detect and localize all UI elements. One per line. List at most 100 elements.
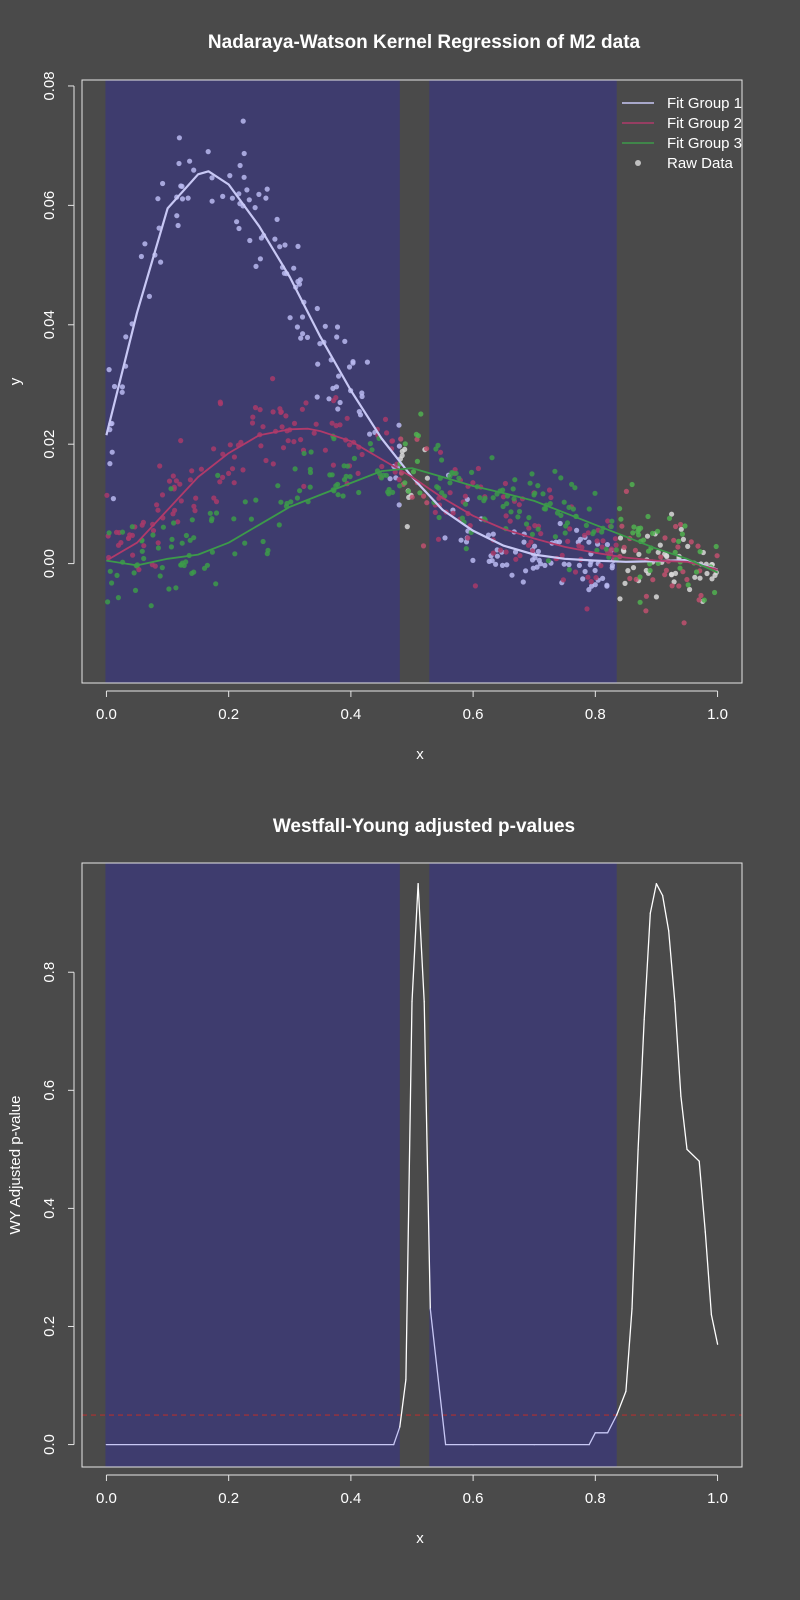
raw-data-point	[558, 475, 564, 481]
raw-data-point	[643, 593, 650, 599]
raw-data-point	[538, 531, 544, 537]
raw-data-point	[173, 585, 179, 591]
raw-data-point	[600, 575, 606, 582]
raw-data-point	[291, 265, 297, 271]
raw-data-point	[453, 470, 459, 476]
raw-data-point	[205, 149, 211, 155]
y-axis: 0.0 0.2 0.4 0.6 0.8	[41, 962, 75, 1455]
raw-data-point	[336, 373, 342, 379]
raw-data-point	[227, 442, 233, 448]
raw-data-point	[462, 493, 468, 499]
raw-data-point	[209, 175, 215, 181]
raw-data-point	[421, 493, 427, 499]
y-tick-label: 0.04	[41, 310, 58, 339]
raw-data-point	[507, 518, 513, 524]
raw-data-point	[697, 575, 703, 581]
raw-data-point	[300, 331, 306, 337]
raw-data-point	[622, 580, 628, 587]
pvalue-segment	[588, 1432, 596, 1446]
legend: Fit Group 1 Fit Group 2 Fit Group 3 Raw Dat…	[622, 95, 742, 172]
raw-data-point	[540, 491, 546, 497]
raw-data-point	[396, 422, 402, 428]
raw-data-point	[515, 514, 521, 520]
raw-data-point	[619, 523, 625, 529]
raw-data-point	[588, 579, 594, 585]
raw-data-point	[545, 558, 552, 564]
raw-data-point	[613, 542, 619, 548]
raw-data-point	[494, 553, 500, 559]
raw-data-point	[504, 501, 510, 507]
raw-data-point	[678, 521, 684, 528]
raw-data-point	[469, 469, 475, 475]
raw-data-point	[490, 550, 496, 556]
raw-data-point	[111, 383, 118, 390]
raw-data-point	[176, 160, 182, 167]
raw-data-point	[257, 407, 263, 413]
raw-data-point	[678, 526, 684, 532]
raw-data-point	[566, 567, 572, 573]
raw-data-point	[191, 569, 197, 575]
raw-data-point	[351, 455, 357, 461]
raw-data-point	[308, 449, 314, 455]
raw-data-point	[291, 439, 297, 445]
raw-data-point	[317, 341, 323, 347]
raw-data-point	[241, 174, 247, 180]
raw-data-point	[669, 583, 675, 589]
raw-data-point	[503, 549, 509, 555]
pvalue-segment	[668, 930, 676, 1003]
raw-data-point	[584, 606, 590, 612]
raw-data-point	[132, 587, 139, 594]
raw-data-point	[292, 466, 298, 472]
raw-data-point	[463, 539, 470, 545]
raw-data-point	[586, 506, 592, 512]
raw-data-point	[472, 583, 478, 589]
raw-data-point	[183, 532, 189, 539]
raw-data-point	[559, 552, 565, 559]
raw-data-point	[198, 466, 204, 472]
raw-data-point	[357, 412, 364, 418]
raw-data-point	[489, 455, 495, 461]
raw-data-point	[509, 572, 515, 578]
raw-data-point	[252, 405, 259, 411]
raw-data-point	[582, 568, 588, 575]
raw-data-point	[603, 546, 609, 552]
raw-data-point	[331, 436, 337, 442]
raw-data-point	[303, 400, 309, 406]
raw-data-point	[157, 463, 163, 469]
raw-data-point	[580, 576, 586, 582]
raw-data-point	[168, 544, 174, 550]
raw-data-point	[405, 488, 412, 494]
raw-data-point	[529, 531, 536, 538]
raw-data-point	[217, 399, 223, 405]
raw-data-point	[387, 476, 393, 482]
raw-data-point	[367, 431, 373, 437]
raw-data-point	[424, 446, 430, 452]
raw-data-point	[424, 475, 430, 481]
raw-data-point	[682, 523, 688, 529]
raw-data-point	[301, 483, 307, 489]
raw-data-point	[617, 596, 623, 602]
raw-data-point	[178, 438, 184, 444]
wy-pvalue-chart: 0.0 0.2 0.4 0.6 0.8 1.0 0.0 0.2 0.4 0.6 0.8 Westf…	[7, 816, 743, 1547]
raw-data-point	[585, 574, 591, 580]
raw-data-point	[155, 540, 161, 546]
plot-frame	[81, 862, 743, 1468]
raw-data-point	[107, 568, 113, 574]
raw-data-point	[542, 562, 548, 569]
raw-data-point	[327, 472, 333, 478]
raw-data-point	[213, 581, 219, 587]
raw-data-point	[342, 338, 348, 344]
significance-band-1	[105, 80, 400, 683]
x-axis-label: x	[416, 1530, 424, 1547]
raw-data-point	[334, 324, 341, 330]
raw-data-point	[139, 548, 145, 554]
raw-data-point	[241, 150, 247, 157]
raw-data-point	[350, 360, 356, 366]
raw-data-point	[447, 480, 453, 486]
raw-data-point	[220, 474, 226, 480]
raw-data-point	[511, 496, 517, 502]
raw-data-point	[404, 524, 410, 530]
raw-data-point	[688, 539, 694, 545]
raw-data-point	[671, 537, 677, 543]
raw-data-point	[179, 540, 185, 546]
